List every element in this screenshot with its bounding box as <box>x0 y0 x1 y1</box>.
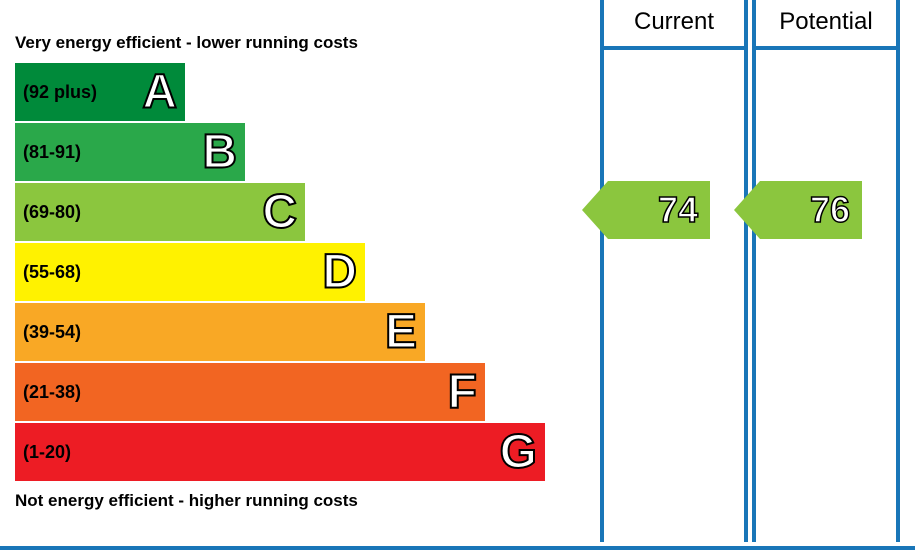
current-arrow: 74 <box>582 181 710 239</box>
band-row-d: (55-68) D <box>15 243 365 301</box>
rating-columns: Current 74 Potential 76 <box>600 0 900 542</box>
potential-column: Potential 76 <box>752 0 900 542</box>
potential-value: 76 <box>810 189 850 231</box>
bottom-label: Not energy efficient - higher running co… <box>15 491 575 511</box>
band-row-g: (1-20) G <box>15 423 545 481</box>
bands-area: Very energy efficient - lower running co… <box>15 25 575 521</box>
band-range: (21-38) <box>15 382 81 403</box>
potential-header: Potential <box>752 0 900 50</box>
band-letter: A <box>142 65 177 120</box>
current-header: Current <box>600 0 748 50</box>
band-range: (39-54) <box>15 322 81 343</box>
band-letter: C <box>262 185 297 240</box>
band-range: (55-68) <box>15 262 81 283</box>
band-range: (69-80) <box>15 202 81 223</box>
potential-body: 76 <box>752 50 900 542</box>
band-letter: D <box>322 245 357 300</box>
band-row-b: (81-91) B <box>15 123 245 181</box>
band-row-a: (92 plus) A <box>15 63 185 121</box>
bands-list: (92 plus)A(81-91)B(69-80)C(55-68)D(39-54… <box>15 63 575 481</box>
band-range: (1-20) <box>15 442 71 463</box>
band-range: (92 plus) <box>15 82 97 103</box>
band-letter: E <box>385 305 417 360</box>
band-row-f: (21-38) F <box>15 363 485 421</box>
top-label: Very energy efficient - lower running co… <box>15 33 575 53</box>
band-letter: G <box>500 425 537 480</box>
band-letter: B <box>202 125 237 180</box>
current-value: 74 <box>658 189 698 231</box>
band-row-c: (69-80) C <box>15 183 305 241</box>
current-column: Current 74 <box>600 0 748 542</box>
band-letter: F <box>448 365 477 420</box>
current-body: 74 <box>600 50 748 542</box>
potential-arrow: 76 <box>734 181 862 239</box>
energy-rating-chart: Very energy efficient - lower running co… <box>0 0 915 550</box>
band-range: (81-91) <box>15 142 81 163</box>
band-row-e: (39-54) E <box>15 303 425 361</box>
